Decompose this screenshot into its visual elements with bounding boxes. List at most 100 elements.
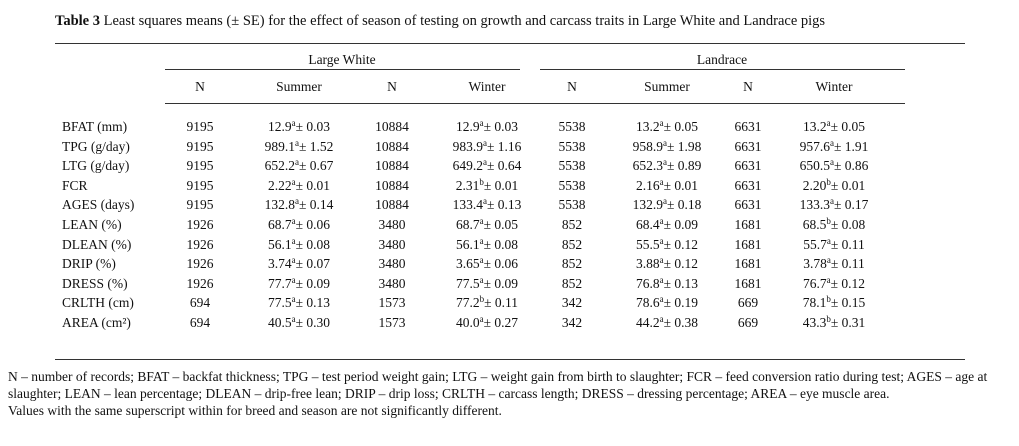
superscript: a <box>482 157 487 168</box>
cell: 68.4a± 0.09 <box>636 217 698 233</box>
cell: 652.3a± 0.89 <box>633 158 702 174</box>
header-rule <box>165 103 905 104</box>
mean: 55.5 <box>635 236 660 252</box>
superscript: a <box>291 118 296 128</box>
cell: 77.2b± 0.11 <box>456 295 518 311</box>
superscript: a <box>479 314 484 324</box>
superscript: a <box>829 157 834 168</box>
cell: 56.1a± 0.08 <box>268 236 330 253</box>
standard-error: ± 0.31 <box>830 315 866 330</box>
cell: 3480 <box>378 275 406 291</box>
superscript: a <box>482 196 487 207</box>
standard-error: ± 0.06 <box>295 217 331 232</box>
cell: 852 <box>561 275 583 291</box>
table-number: Table 3 <box>55 13 100 29</box>
standard-error: ± 0.05 <box>830 119 866 134</box>
standard-error: ± 0.11 <box>484 295 519 311</box>
cell: 10884 <box>375 197 409 213</box>
group-rule <box>540 69 905 70</box>
cell: 10884 <box>375 119 409 134</box>
cell: 77.5a± 0.13 <box>268 295 330 311</box>
standard-error: ± 0.07 <box>295 256 331 272</box>
cell: 9195 <box>186 158 214 174</box>
cell: 5538 <box>558 197 586 213</box>
superscript: a <box>482 137 487 148</box>
column-header: N <box>743 79 753 94</box>
mean: 2.16 <box>635 177 660 193</box>
row-label: DLEAN (%) <box>62 236 132 252</box>
cell: 650.5a± 0.86 <box>800 158 869 174</box>
standard-error: ± 0.19 <box>663 295 699 311</box>
cell: 77.5a± 0.09 <box>455 275 518 292</box>
standard-error: ± 0.30 <box>295 315 331 330</box>
mean: 78.6 <box>635 295 660 311</box>
superscript: a <box>659 118 664 128</box>
mean: 133.4 <box>452 197 483 213</box>
mean: 13.2 <box>802 119 827 134</box>
superscript: a <box>826 274 831 285</box>
column-header: Winter <box>468 79 506 94</box>
row-label: TPG (g/day) <box>62 138 130 154</box>
cell: 3480 <box>378 217 406 232</box>
cell: 3.78a± 0.11 <box>803 256 865 272</box>
superscript: b <box>826 294 831 305</box>
cell: 3480 <box>378 256 406 272</box>
mean: 2.22 <box>267 177 292 193</box>
cell: 958.9a± 1.98 <box>633 138 702 155</box>
cell: 77.7a± 0.09 <box>268 275 331 292</box>
standard-error: ± 0.09 <box>663 217 699 232</box>
standard-error: ± 0.12 <box>830 275 866 291</box>
mean: 133.3 <box>799 197 830 213</box>
standard-error: ± 0.13 <box>663 275 699 291</box>
superscript: a <box>662 157 667 168</box>
mean: 3.88 <box>635 256 660 272</box>
cell: 2.20b± 0.01 <box>803 177 866 194</box>
superscript: a <box>479 235 484 246</box>
superscript: a <box>291 314 296 324</box>
superscript: a <box>659 255 664 266</box>
superscript: b <box>479 294 485 305</box>
column-header: N <box>195 79 205 94</box>
standard-error: ± 0.67 <box>298 158 334 174</box>
cell: 6631 <box>734 138 762 154</box>
mean: 132.9 <box>632 197 663 213</box>
standard-error: ± 0.89 <box>666 158 702 174</box>
cell: 12.9a± 0.03 <box>268 119 330 135</box>
cell: 649.2a± 0.64 <box>453 158 522 174</box>
column-header: Summer <box>276 79 322 94</box>
bottom-rule <box>55 359 965 360</box>
cell: 43.3b± 0.31 <box>803 315 866 331</box>
standard-error: ± 0.05 <box>663 119 699 134</box>
mean: 13.2 <box>635 119 660 134</box>
cell: 6631 <box>734 177 762 193</box>
standard-error: ± 0.38 <box>663 315 699 330</box>
mean: 77.2 <box>455 295 480 311</box>
cell: 5538 <box>558 119 586 134</box>
superscript: a <box>479 255 484 266</box>
standard-error: ± 0.09 <box>295 275 331 291</box>
superscript: a <box>294 157 299 168</box>
cell: 132.9a± 0.18 <box>633 197 702 213</box>
cell: 342 <box>561 315 583 330</box>
table-caption: Least squares means (± SE) for the effec… <box>103 13 826 29</box>
superscript: a <box>826 118 831 128</box>
superscript: b <box>479 176 484 187</box>
mean: 68.7 <box>455 217 480 232</box>
cell: 852 <box>561 256 583 272</box>
cell: 78.1b± 0.15 <box>803 295 866 311</box>
standard-error: ± 0.86 <box>833 158 869 174</box>
standard-error: ± 0.14 <box>298 197 334 213</box>
superscript: a <box>294 137 299 148</box>
cell: 1926 <box>186 217 214 232</box>
cell: 55.5a± 0.12 <box>635 236 698 253</box>
group-header: Large White <box>308 52 376 67</box>
standard-error: ± 0.03 <box>483 119 519 134</box>
superscript: a <box>659 274 664 285</box>
mean: 77.5 <box>455 275 480 291</box>
cell: 78.6a± 0.19 <box>636 295 698 311</box>
cell: 1926 <box>186 236 214 252</box>
mean: 55.7 <box>803 236 827 252</box>
mean: 68.4 <box>635 217 660 232</box>
cell: 76.7a± 0.12 <box>803 274 866 292</box>
